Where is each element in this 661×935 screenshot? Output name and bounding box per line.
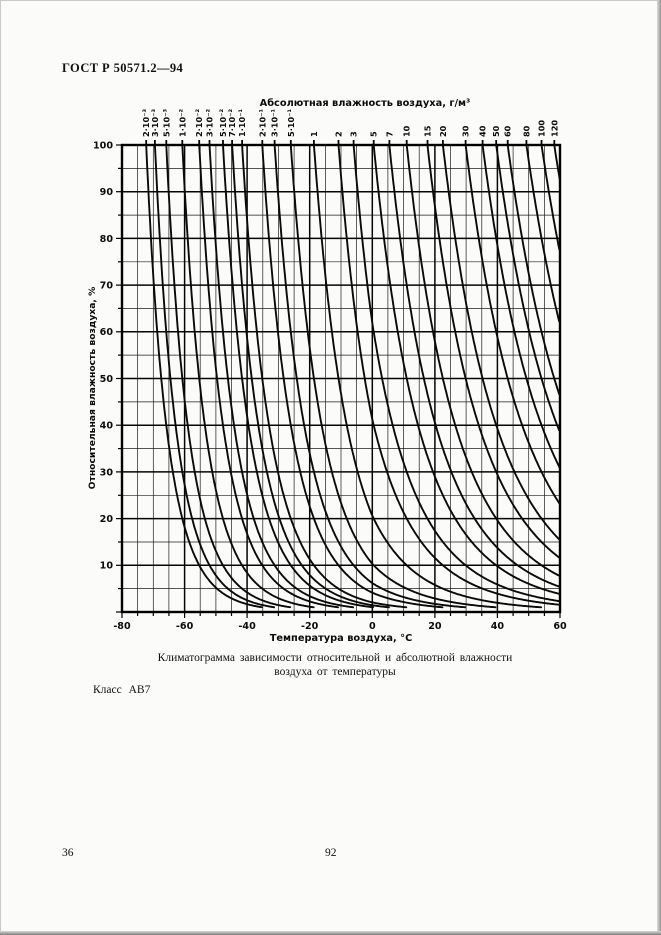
humidity-curve bbox=[405, 145, 560, 577]
y-axis-label: 40 bbox=[100, 421, 114, 432]
top-axis-label: 50 bbox=[491, 125, 501, 137]
humidity-curve bbox=[181, 145, 315, 609]
top-axis-label: 80 bbox=[521, 125, 531, 137]
x-axis-label: -20 bbox=[301, 621, 319, 632]
top-axis-label: 2·10⁻¹ bbox=[257, 108, 267, 137]
chart-caption-line1: Климатограмма зависимости относительной … bbox=[157, 652, 513, 664]
top-axis-label: 2·10⁻³ bbox=[141, 108, 151, 137]
top-axis-label: 1 bbox=[309, 131, 319, 137]
x-axis-label: -60 bbox=[176, 621, 194, 632]
top-axis-label: 30 bbox=[461, 125, 471, 137]
top-axis-label: 20 bbox=[438, 125, 448, 137]
humidity-curve bbox=[312, 145, 543, 609]
top-axis-label: 7·10⁻² bbox=[227, 108, 237, 137]
top-axis-label: 5·10⁻³ bbox=[161, 108, 171, 137]
top-axis-label: 10 bbox=[402, 125, 412, 137]
y-axis-title: Относительная влажность воздуха, % bbox=[87, 287, 98, 490]
climatogram-chart: 2·10⁻³ 3·10⁻³ 5·10⁻³ 1·10⁻² 2·10⁻² 3·10⁻² 5·10… bbox=[87, 97, 567, 644]
top-axis-label: 2·10⁻² bbox=[194, 108, 204, 137]
top-axis-label: 120 bbox=[549, 120, 559, 137]
x-axis-label: 40 bbox=[491, 621, 505, 632]
x-axis-title: Температура воздуха, °С bbox=[270, 633, 413, 644]
y-axis-label: 50 bbox=[100, 374, 114, 385]
humidity-curve bbox=[553, 145, 560, 182]
class-label: Класс АВ7 bbox=[93, 684, 151, 696]
humidity-curve bbox=[145, 145, 263, 609]
page-number-center: 92 bbox=[325, 847, 337, 859]
y-axis-label: 20 bbox=[100, 514, 114, 525]
chart-caption: Климатограмма зависимости относительной … bbox=[110, 651, 560, 679]
humidity-curve bbox=[289, 145, 497, 609]
humidity-curve bbox=[165, 145, 292, 609]
top-axis: 2·10⁻³3·10⁻³ 5·10⁻³ 1·10⁻² 2·10⁻² 3·10⁻² 5·10… bbox=[141, 108, 559, 145]
document-header: ГОСТ Р 50571.2—94 bbox=[62, 61, 184, 75]
page-number-left: 36 bbox=[62, 847, 74, 859]
x-axis: -80 -60 -40 -20 0 20 40 60 bbox=[113, 612, 567, 632]
top-axis-label: 5·10⁻² bbox=[218, 108, 228, 137]
x-axis-label: 0 bbox=[369, 621, 376, 632]
humidity-curve bbox=[481, 145, 560, 469]
chart-caption-line2: воздуха от температуры bbox=[274, 666, 396, 678]
humidity-curve bbox=[540, 145, 560, 251]
y-axis-label: 100 bbox=[93, 140, 113, 151]
y-axis-label: 80 bbox=[100, 234, 114, 245]
humidity-curve bbox=[153, 145, 276, 609]
scan-edge-bottom bbox=[0, 931, 661, 935]
top-axis-label: 1·10⁻² bbox=[177, 108, 187, 137]
chart-title: Абсолютная влажность воздуха, г/м³ bbox=[260, 97, 471, 109]
humidity-curve bbox=[231, 145, 390, 609]
humidity-curve bbox=[372, 145, 560, 595]
humidity-curve bbox=[352, 145, 560, 603]
humidity-curve bbox=[273, 145, 467, 609]
top-axis-label: 3·10⁻³ bbox=[150, 108, 160, 137]
x-axis-label: -40 bbox=[238, 621, 256, 632]
humidity-curve bbox=[241, 145, 408, 609]
humidity-curve bbox=[337, 145, 560, 606]
top-axis-label: 2 bbox=[334, 131, 344, 137]
humidity-curve bbox=[495, 145, 560, 432]
climatogram-svg: 2·10⁻³3·10⁻³ 5·10⁻³ 1·10⁻² 2·10⁻² 3·10⁻² 5·10… bbox=[87, 97, 567, 644]
humidity-curve bbox=[506, 145, 560, 396]
humidity-curve bbox=[464, 145, 560, 505]
x-axis-label: 60 bbox=[553, 621, 567, 632]
top-axis-label: 40 bbox=[478, 125, 488, 137]
top-axis-label: 7 bbox=[384, 131, 394, 137]
humidity-curve bbox=[208, 145, 355, 609]
top-axis-label: 100 bbox=[537, 120, 547, 137]
humidity-curve bbox=[388, 145, 560, 588]
top-axis-label: 1·10⁻¹ bbox=[237, 108, 247, 137]
y-axis-label: 30 bbox=[100, 467, 114, 478]
y-axis-label: 10 bbox=[100, 561, 114, 572]
x-axis-label: -80 bbox=[113, 621, 131, 632]
humidity-curve bbox=[441, 145, 560, 541]
y-axis-label: 70 bbox=[100, 281, 114, 292]
top-axis-label: 60 bbox=[503, 125, 513, 137]
y-axis-label: 60 bbox=[100, 327, 114, 338]
humidity-curve bbox=[261, 145, 444, 609]
top-axis-label: 15 bbox=[423, 125, 433, 137]
top-axis-label: 5·10⁻¹ bbox=[286, 108, 296, 137]
humidity-curves bbox=[145, 145, 560, 609]
humidity-curve bbox=[525, 145, 560, 323]
x-axis-label: 20 bbox=[428, 621, 442, 632]
y-axis: 10 20 30 40 50 60 70 80 90 100 bbox=[93, 140, 122, 613]
top-axis-label: 3·10⁻¹ bbox=[270, 108, 280, 137]
top-axis-label: 5 bbox=[369, 131, 379, 137]
humidity-curve bbox=[426, 145, 560, 559]
top-axis-label: 3 bbox=[349, 131, 359, 137]
top-axis-label: 3·10⁻² bbox=[205, 108, 215, 137]
scan-edge-right bbox=[657, 0, 661, 935]
humidity-curve bbox=[198, 145, 340, 609]
humidity-curve bbox=[222, 145, 375, 609]
y-axis-label: 90 bbox=[100, 187, 114, 198]
